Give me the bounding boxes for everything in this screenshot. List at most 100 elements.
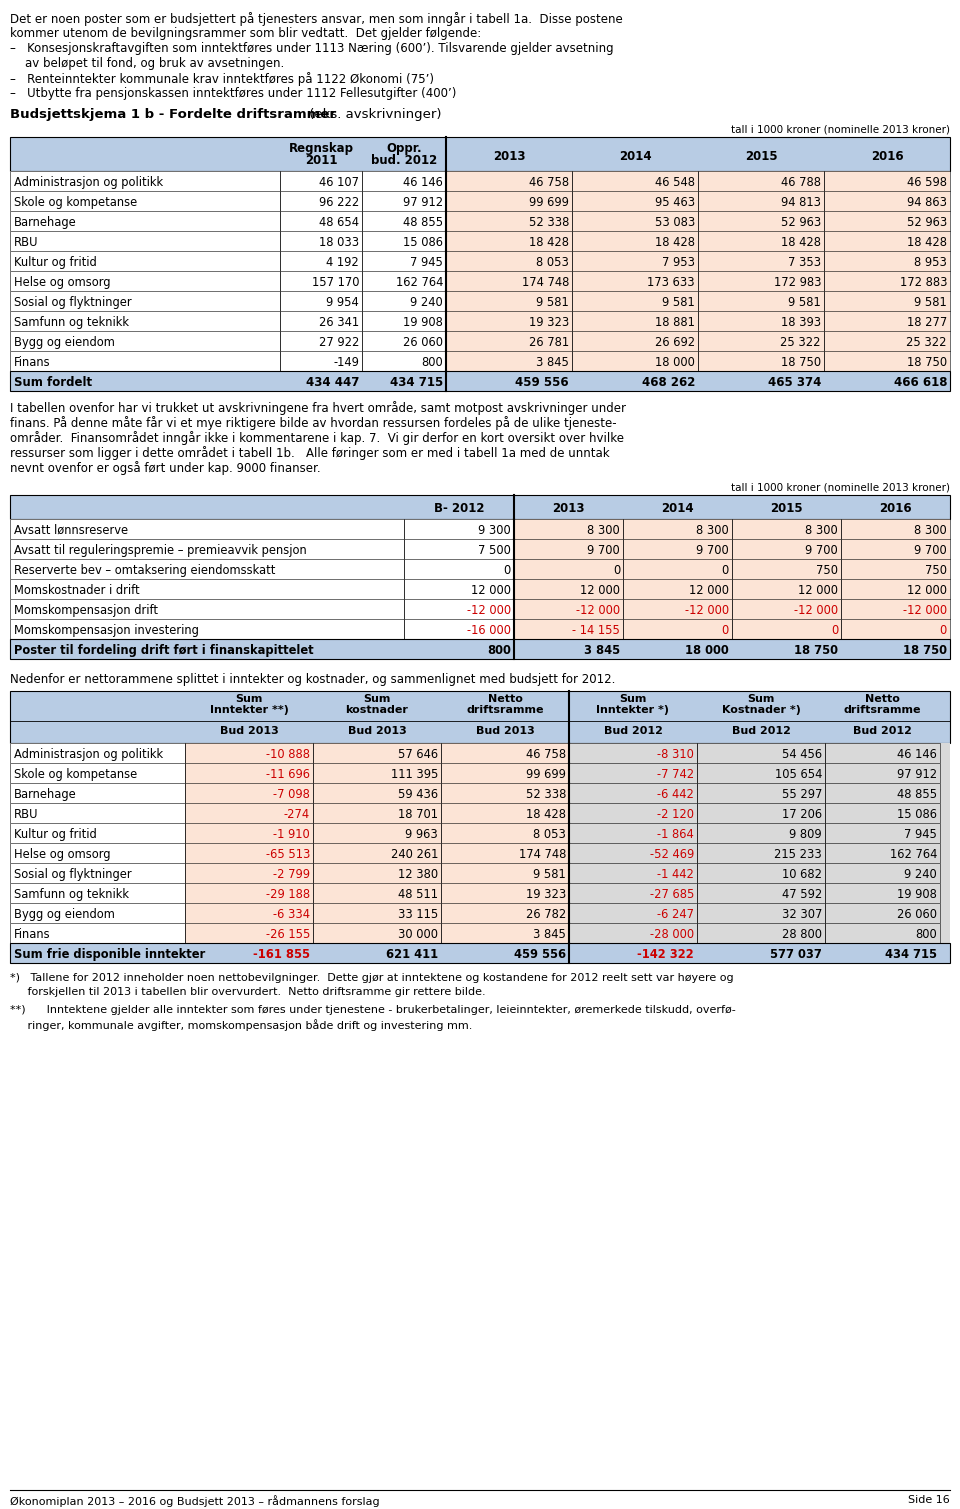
Bar [441,822,569,844]
Bar [185,742,313,764]
Bar [446,272,950,291]
Bar [10,539,404,558]
Bar [10,211,280,231]
Text: 12 000: 12 000 [907,584,947,598]
Bar [698,311,824,330]
Text: 2013: 2013 [492,149,525,163]
Text: av beløpet til fond, og bruk av avsetningen.: av beløpet til fond, og bruk av avsetnin… [10,57,284,69]
Bar [825,883,940,902]
Text: Bud 2013: Bud 2013 [475,726,535,736]
Bar [10,579,404,599]
Text: 19 908: 19 908 [898,887,937,901]
Text: 47 592: 47 592 [781,887,822,901]
Bar [569,783,697,803]
Bar [10,863,185,883]
Bar [10,844,185,863]
Bar [185,822,569,844]
Bar [280,250,362,272]
Bar [572,352,698,371]
Text: 7 500: 7 500 [478,545,511,557]
Bar [697,883,825,902]
Text: -16 000: -16 000 [467,625,511,637]
Text: 9 240: 9 240 [904,868,937,881]
Text: Bud 2013: Bud 2013 [220,726,278,736]
Text: -11 696: -11 696 [266,768,310,782]
Text: -28 000: -28 000 [650,928,694,942]
Text: forskjellen til 2013 i tabellen blir overvurdert.  Netto driftsramme gir rettere: forskjellen til 2013 i tabellen blir ove… [10,987,486,997]
Text: 94 813: 94 813 [781,196,821,210]
Bar [10,638,950,659]
Text: 459 556: 459 556 [514,948,566,961]
Bar [446,352,950,371]
Bar [10,291,446,311]
Bar [514,519,950,539]
Bar [446,250,572,272]
Bar [362,171,446,192]
Bar [404,519,514,539]
Text: 459 556: 459 556 [516,376,569,389]
Bar [446,272,572,291]
Text: 3 845: 3 845 [584,644,620,656]
Bar [313,742,441,764]
Bar [362,311,446,330]
Bar [697,742,825,764]
Bar [697,863,825,883]
Bar [572,231,698,250]
Text: 0: 0 [830,625,838,637]
Bar [280,291,362,311]
Text: 434 715: 434 715 [390,376,443,389]
Bar [10,272,280,291]
Bar [824,211,950,231]
Text: -7 098: -7 098 [274,788,310,801]
Text: Administrasjon og politikk: Administrasjon og politikk [14,177,163,189]
Text: 2016: 2016 [871,149,903,163]
Bar [313,924,441,943]
Bar [732,619,841,638]
Text: 30 000: 30 000 [398,928,438,942]
Text: 48 654: 48 654 [319,216,359,229]
Bar [698,250,824,272]
Bar [569,803,697,822]
Bar [313,883,441,902]
Bar [10,883,185,902]
Bar [697,803,825,822]
Bar [10,863,185,883]
Text: Sum frie disponible inntekter: Sum frie disponible inntekter [14,948,205,961]
Bar [185,924,313,943]
Bar [362,272,446,291]
Text: 52 338: 52 338 [526,788,566,801]
Text: 46 788: 46 788 [781,177,821,189]
Text: 46 598: 46 598 [907,177,947,189]
Bar [185,783,569,803]
Bar [10,231,280,250]
Bar [698,291,824,311]
Text: 18 750: 18 750 [794,644,838,656]
Bar [572,250,698,272]
Text: Samfunn og teknikk: Samfunn og teknikk [14,887,129,901]
Bar [362,291,446,311]
Text: -2 799: -2 799 [273,868,310,881]
Bar [514,599,950,619]
Bar [10,764,185,783]
Text: 111 395: 111 395 [391,768,438,782]
Bar [697,822,825,844]
Text: 46 548: 46 548 [655,177,695,189]
Bar [446,291,950,311]
Bar [572,211,698,231]
Text: –   Konsesjonskraftavgiften som inntektføres under 1113 Næring (600’). Tilsvaren: – Konsesjonskraftavgiften som inntektfør… [10,42,613,54]
Text: -8 310: -8 310 [658,748,694,761]
Text: 52 963: 52 963 [907,216,947,229]
Text: 800: 800 [487,644,511,656]
Bar [514,579,950,599]
Text: 465 374: 465 374 [768,376,821,389]
Text: 97 912: 97 912 [403,196,443,210]
Bar [185,924,569,943]
Text: 9 581: 9 581 [533,868,566,881]
Text: 7 945: 7 945 [410,257,443,269]
Bar [441,924,569,943]
Text: Økonomiplan 2013 – 2016 og Budsjett 2013 – rådmannens forslag: Økonomiplan 2013 – 2016 og Budsjett 2013… [10,1495,379,1507]
Bar [441,783,569,803]
Bar [10,352,280,371]
Bar [841,558,950,579]
Text: 52 338: 52 338 [529,216,569,229]
